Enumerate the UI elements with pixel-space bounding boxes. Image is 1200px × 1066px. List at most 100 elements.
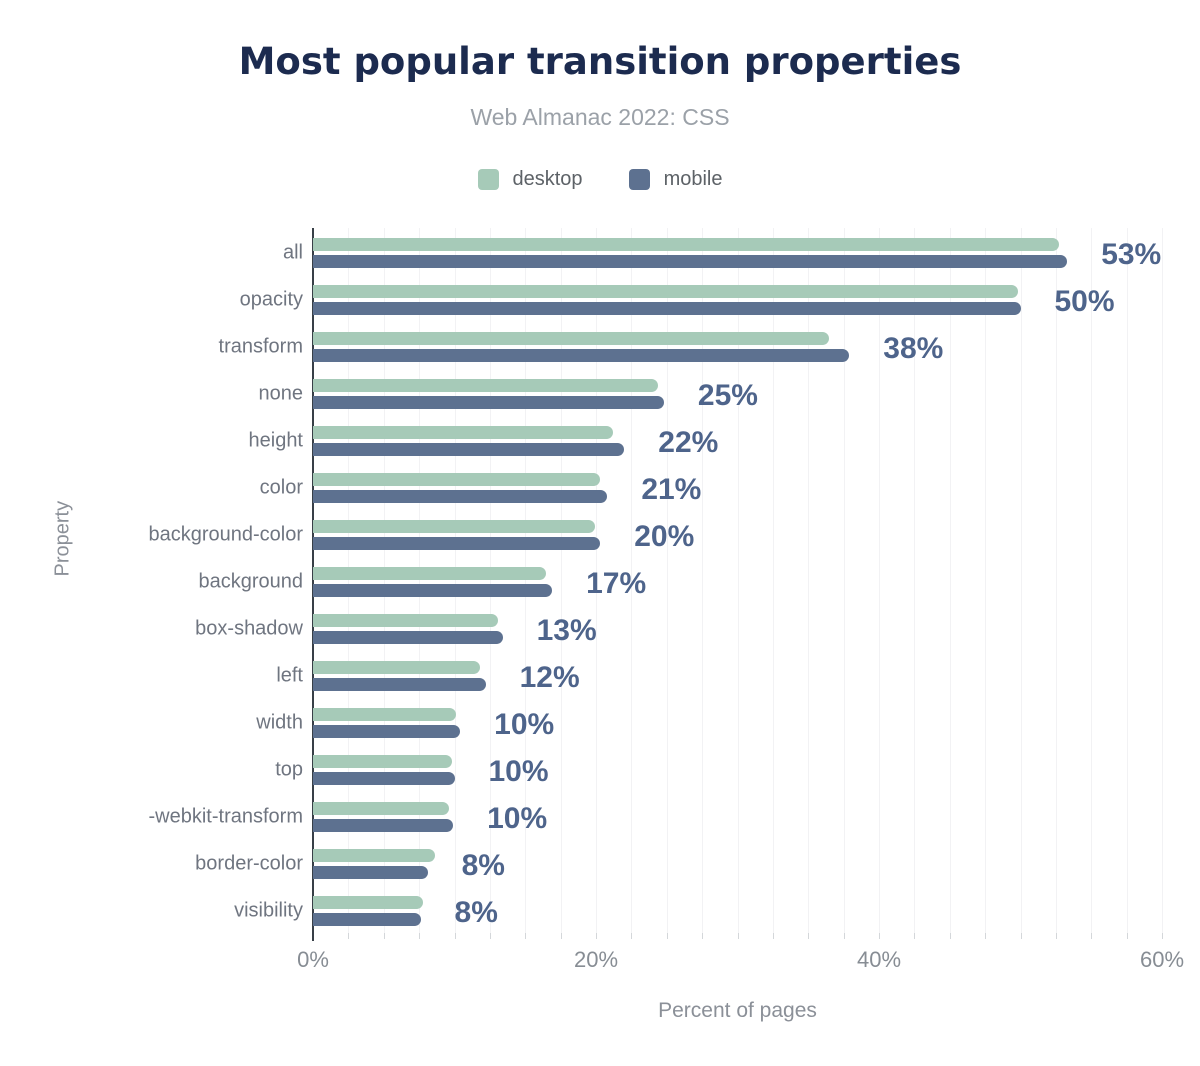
chart-subtitle: Web Almanac 2022: CSS <box>470 104 730 130</box>
value-label: 10% <box>488 755 549 788</box>
axis-tick <box>666 933 668 939</box>
gridline <box>666 228 668 933</box>
axis-tick <box>702 933 704 939</box>
bar-desktop <box>313 285 1018 298</box>
axis-tick <box>772 933 774 939</box>
gridline <box>1055 228 1057 933</box>
mobile-legend-swatch <box>628 169 650 190</box>
category-label: height <box>248 429 304 452</box>
bar-mobile <box>313 349 850 362</box>
gridline <box>631 228 633 933</box>
gridline <box>949 228 951 933</box>
mobile-legend-label: mobile <box>663 168 723 190</box>
gridline <box>525 228 527 933</box>
axis-tick <box>596 933 597 939</box>
value-label: 53% <box>1101 238 1162 271</box>
value-label: 17% <box>586 567 647 600</box>
gridline <box>879 228 880 933</box>
bar-mobile <box>313 443 625 456</box>
axis-tick <box>737 933 739 939</box>
legend-item-mobile: mobile <box>628 168 723 191</box>
gridline <box>348 228 350 933</box>
category-label: background-color <box>148 523 303 546</box>
bar-mobile <box>313 537 601 550</box>
desktop-legend-label: desktop <box>512 168 583 190</box>
category-label: color <box>259 476 303 499</box>
gridline <box>454 228 456 933</box>
gridline <box>702 228 704 933</box>
value-label: 13% <box>536 614 597 647</box>
axis-tick <box>949 933 951 939</box>
axis-tick <box>1162 933 1163 939</box>
category-label: opacity <box>239 288 303 311</box>
desktop-legend-swatch <box>477 169 499 190</box>
category-label: -webkit-transform <box>148 805 303 828</box>
legend: desktop mobile <box>0 168 1200 191</box>
axis-tick <box>348 933 350 939</box>
gridline <box>914 228 916 933</box>
axis-tick <box>1020 933 1022 939</box>
value-label: 12% <box>519 661 580 694</box>
gridline <box>1020 228 1022 933</box>
gridline <box>1126 228 1128 933</box>
axis-tick <box>1091 933 1093 939</box>
axis-tick <box>843 933 845 939</box>
gridline <box>843 228 845 933</box>
bar-desktop <box>313 708 456 721</box>
bar-mobile <box>313 772 455 785</box>
axis-tick <box>879 933 880 939</box>
value-label: 10% <box>494 708 555 741</box>
bar-desktop <box>313 802 449 815</box>
x-tick-label: 40% <box>856 947 902 972</box>
gridline <box>1162 228 1163 933</box>
gridline <box>985 228 987 933</box>
gridline <box>489 228 491 933</box>
bar-mobile <box>313 490 608 503</box>
bar-desktop <box>313 426 613 439</box>
value-label: 20% <box>634 520 695 553</box>
category-label: box-shadow <box>195 617 303 640</box>
bar-mobile <box>313 866 428 879</box>
bar-desktop <box>313 755 452 768</box>
value-label: 38% <box>883 332 944 365</box>
axis-tick <box>489 933 491 939</box>
x-tick-label: 20% <box>573 947 619 972</box>
gridline <box>737 228 739 933</box>
axis-tick <box>454 933 456 939</box>
bar-desktop <box>313 238 1059 251</box>
axis-tick <box>985 933 987 939</box>
bar-desktop <box>313 520 595 533</box>
axis-tick <box>1126 933 1128 939</box>
gridline <box>1091 228 1093 933</box>
x-tick-label: 0% <box>297 947 329 972</box>
x-axis-title: Percent of pages <box>658 999 817 1022</box>
bar-mobile <box>313 725 461 738</box>
bar-desktop <box>313 614 499 627</box>
category-label: all <box>282 241 303 264</box>
bar-mobile <box>313 913 421 926</box>
category-label: border-color <box>195 852 303 875</box>
bar-desktop <box>313 379 659 392</box>
legend-item-desktop: desktop <box>477 168 583 191</box>
bar-mobile <box>313 631 503 644</box>
bar-mobile <box>313 819 454 832</box>
axis-tick <box>631 933 633 939</box>
bar-mobile <box>313 302 1021 315</box>
bar-mobile <box>313 255 1068 268</box>
bar-mobile <box>313 396 664 409</box>
category-label: width <box>256 711 303 734</box>
axis-tick <box>383 933 385 939</box>
bar-desktop <box>313 567 547 580</box>
category-label: left <box>276 664 303 687</box>
axis-tick <box>808 933 810 939</box>
axis-tick <box>419 933 421 939</box>
category-label: background <box>198 570 303 593</box>
bar-mobile <box>313 678 486 691</box>
axis-tick <box>914 933 916 939</box>
value-label: 10% <box>487 802 548 835</box>
value-label: 25% <box>697 379 758 412</box>
chart-title: Most popular transition properties <box>238 40 962 83</box>
bar-desktop <box>313 896 424 909</box>
gridline <box>560 228 562 933</box>
bar-desktop <box>313 661 480 674</box>
